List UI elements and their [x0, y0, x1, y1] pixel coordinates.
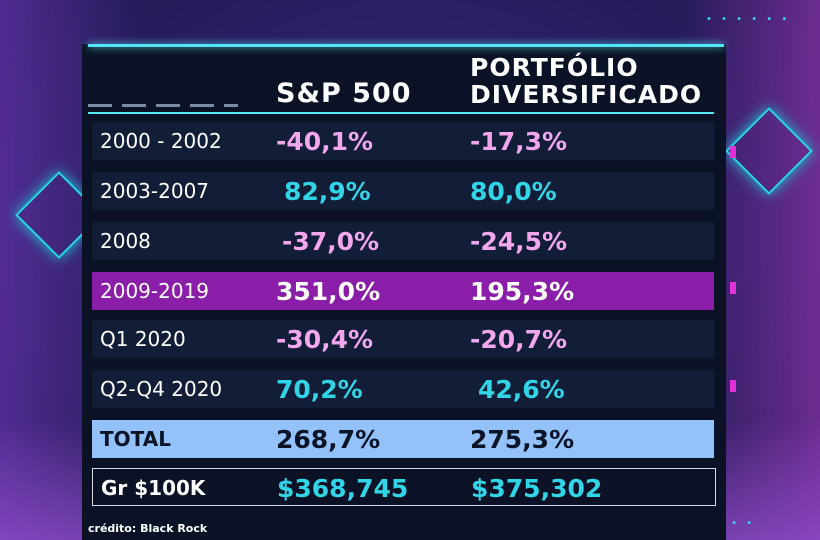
portfolio-value: -24,5%	[470, 227, 568, 256]
period-label: 2008	[100, 229, 151, 253]
portfolio-value: -17,3%	[470, 127, 568, 156]
tick-decoration	[730, 146, 736, 158]
portfolio-value: -20,7%	[470, 325, 568, 354]
table-row: 2008 -37,0% -24,5%	[92, 222, 714, 260]
column-header-portfolio-line2: DIVERSIFICADO	[470, 80, 703, 109]
period-label: Q2-Q4 2020	[100, 377, 223, 401]
period-label: 2000 - 2002	[100, 129, 222, 153]
period-label: Q1 2020	[100, 327, 186, 351]
sp500-value: -40,1%	[276, 127, 374, 156]
header-divider	[88, 112, 714, 114]
table-row-highlighted: 2009-2019 351,0% 195,3%	[92, 272, 714, 310]
table-row-growth: Gr $100K $368,745 $375,302	[92, 468, 716, 506]
table-row-total: TOTAL 268,7% 275,3%	[92, 420, 714, 458]
sp500-value: $368,745	[277, 474, 409, 503]
column-header-sp500: S&P 500	[276, 78, 412, 109]
period-label: 2009-2019	[100, 279, 210, 303]
sp500-value: -37,0%	[282, 227, 380, 256]
portfolio-value: $375,302	[471, 474, 603, 503]
period-label: TOTAL	[100, 427, 171, 451]
credit-text: crédito: Black Rock	[88, 522, 208, 535]
header-dashes	[88, 104, 238, 107]
sp500-value: 351,0%	[276, 277, 381, 306]
tick-decoration	[730, 282, 736, 294]
sp500-value: 70,2%	[276, 375, 363, 404]
top-accent-line	[88, 44, 724, 47]
sp500-value: 268,7%	[276, 425, 381, 454]
sp500-value: 82,9%	[284, 177, 371, 206]
table-row: Q1 2020 -30,4% -20,7%	[92, 320, 714, 358]
column-header-portfolio: PORTFÓLIO DIVERSIFICADO	[470, 54, 702, 108]
column-header-portfolio-line1: PORTFÓLIO	[470, 53, 639, 82]
table-row: 2000 - 2002 -40,1% -17,3%	[92, 122, 714, 160]
period-label: 2003-2007	[100, 179, 210, 203]
portfolio-value: 275,3%	[470, 425, 575, 454]
period-label: Gr $100K	[101, 476, 206, 500]
sp500-value: -30,4%	[276, 325, 374, 354]
portfolio-value: 80,0%	[470, 177, 557, 206]
dots-decoration-top: • • • • • •	[706, 14, 791, 25]
portfolio-value: 195,3%	[470, 277, 575, 306]
portfolio-value: 42,6%	[478, 375, 565, 404]
table-row: Q2-Q4 2020 70,2% 42,6%	[92, 370, 714, 408]
table-row: 2003-2007 82,9% 80,0%	[92, 172, 714, 210]
tick-decoration	[730, 380, 736, 392]
